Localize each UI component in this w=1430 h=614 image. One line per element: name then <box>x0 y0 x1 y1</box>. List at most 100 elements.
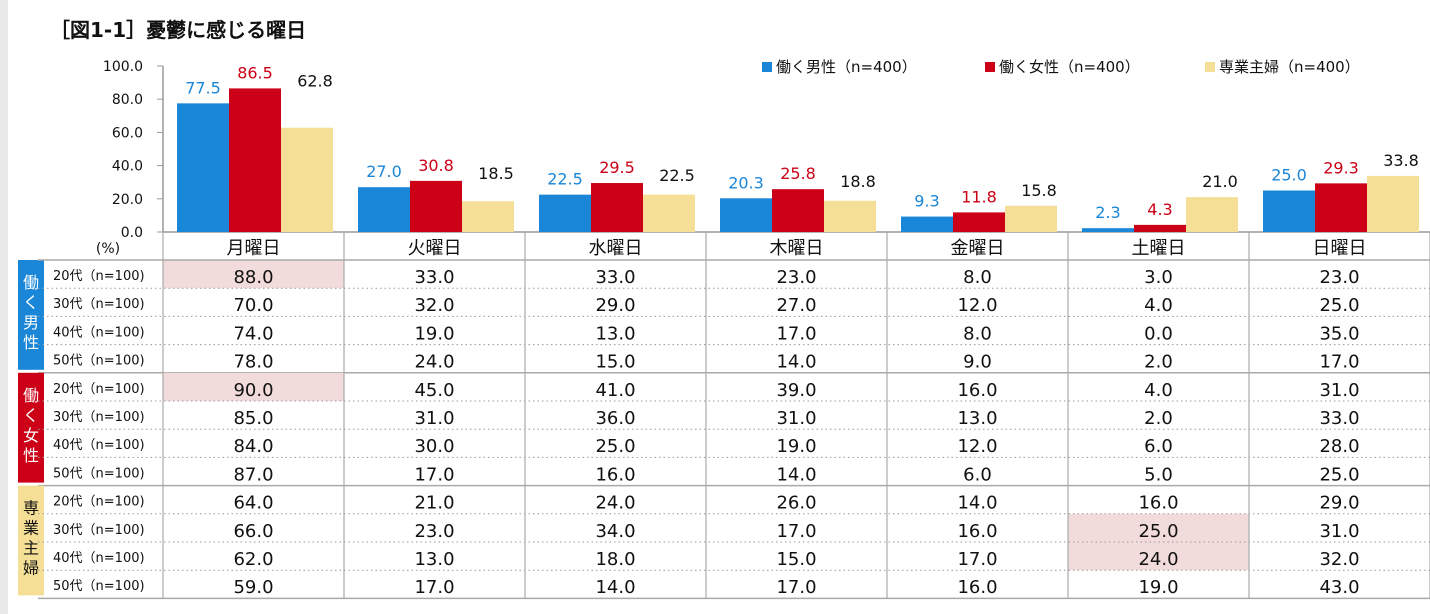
data-label: 86.5 <box>237 63 273 82</box>
table-cell: 4.0 <box>1144 295 1173 316</box>
legend-item-working-men: 働く男性（n=400） <box>762 56 917 77</box>
bar <box>358 187 410 232</box>
table-cell: 23.0 <box>414 521 454 542</box>
bar <box>1005 205 1057 232</box>
table-cell: 5.0 <box>1144 464 1173 485</box>
data-label: 15.8 <box>1021 181 1057 200</box>
table-cell: 14.0 <box>776 352 816 373</box>
bar <box>1367 175 1419 232</box>
unit-label: (%) <box>96 241 120 257</box>
table-cell: 62.0 <box>233 549 273 570</box>
bar <box>1134 224 1186 232</box>
table-cell: 19.0 <box>414 323 454 344</box>
group-label-box <box>18 485 44 596</box>
table-cell: 25.0 <box>1319 464 1359 485</box>
data-label: 30.8 <box>418 156 454 175</box>
group-label-char: 性 <box>23 333 39 352</box>
column-header: 木曜日 <box>770 238 824 259</box>
bar <box>410 180 462 232</box>
table-cell: 27.0 <box>776 295 816 316</box>
legend-swatch <box>1205 61 1215 72</box>
table-cell: 17.0 <box>1319 352 1359 373</box>
table-cell: 30.0 <box>414 436 454 457</box>
table-cell: 16.0 <box>595 464 635 485</box>
table-cell: 17.0 <box>776 323 816 344</box>
bar <box>720 198 772 232</box>
group-label-char: 婦 <box>23 559 39 578</box>
y-tick-label: 60.0 <box>112 125 143 141</box>
table-cell: 64.0 <box>233 493 273 514</box>
data-label: 22.5 <box>659 166 695 185</box>
table-cell: 70.0 <box>233 295 273 316</box>
bar <box>281 127 333 232</box>
y-tick-label: 100.0 <box>103 59 143 75</box>
bar <box>1082 228 1134 232</box>
group-label-box <box>18 260 44 370</box>
group-label-char: 働 <box>23 273 39 292</box>
table-cell: 12.0 <box>957 436 997 457</box>
table-cell: 19.0 <box>776 436 816 457</box>
table-cell: 26.0 <box>776 493 816 514</box>
bar <box>824 200 876 232</box>
table-cell: 15.0 <box>776 549 816 570</box>
table-cell: 9.0 <box>963 352 992 373</box>
row-label: 20代（n=100) <box>53 495 145 510</box>
table-cell: 16.0 <box>957 521 997 542</box>
table-cell: 29.0 <box>595 295 635 316</box>
table-cell: 24.0 <box>1138 549 1178 570</box>
table-cell: 24.0 <box>414 352 454 373</box>
bar <box>1315 183 1367 232</box>
table-cell: 24.0 <box>595 493 635 514</box>
group-label-char: 専 <box>23 499 39 518</box>
table-cell: 8.0 <box>963 267 992 288</box>
bar <box>953 212 1005 232</box>
highlight-cell <box>163 372 344 401</box>
y-tick-label: 40.0 <box>112 159 143 175</box>
table-cell: 14.0 <box>595 577 635 598</box>
table-cell: 18.0 <box>595 549 635 570</box>
table-cell: 25.0 <box>1319 295 1359 316</box>
column-header: 火曜日 <box>408 238 462 259</box>
row-label: 50代（n=100) <box>53 466 145 481</box>
data-label: 20.3 <box>728 173 764 192</box>
group-label-box <box>18 372 44 483</box>
legend: 働く男性（n=400） 働く女性（n=400） 専業主婦（n=400） <box>0 56 1430 76</box>
table-cell: 31.0 <box>776 408 816 429</box>
row-label: 30代（n=100) <box>53 523 145 538</box>
table-cell: 6.0 <box>1144 436 1173 457</box>
chart-title: ［図1-1］憂鬱に感じる曜日 <box>50 18 307 42</box>
table-cell: 29.0 <box>1319 493 1359 514</box>
column-header: 月曜日 <box>227 238 281 259</box>
table-cell: 66.0 <box>233 521 273 542</box>
highlight-cell <box>1068 542 1249 571</box>
group-label-char: 性 <box>23 446 39 465</box>
row-label: 40代（n=100) <box>53 551 145 566</box>
legend-label: 働く女性（n=400） <box>999 58 1140 76</box>
table-cell: 25.0 <box>1138 521 1178 542</box>
row-label: 40代（n=100) <box>53 438 145 453</box>
data-label: 18.5 <box>478 164 514 183</box>
data-label: 77.5 <box>185 78 221 97</box>
bar <box>229 88 281 232</box>
group-label-char: 働 <box>23 386 39 405</box>
table-cell: 21.0 <box>414 493 454 514</box>
data-label: 18.8 <box>840 172 876 191</box>
table-cell: 35.0 <box>1319 323 1359 344</box>
data-label: 11.8 <box>961 187 997 206</box>
table-cell: 32.0 <box>414 295 454 316</box>
bar <box>177 103 229 232</box>
table-cell: 17.0 <box>414 577 454 598</box>
table-cell: 90.0 <box>233 380 273 401</box>
group-label-char: く <box>23 293 39 312</box>
data-label: 29.5 <box>599 158 635 177</box>
legend-swatch <box>985 61 995 72</box>
y-tick-label: 20.0 <box>112 192 143 208</box>
table-cell: 6.0 <box>963 464 992 485</box>
row-label: 40代（n=100) <box>53 325 145 340</box>
table-cell: 31.0 <box>414 408 454 429</box>
bar <box>462 201 514 232</box>
legend-item-working-women: 働く女性（n=400） <box>985 56 1140 77</box>
table-cell: 45.0 <box>414 380 454 401</box>
